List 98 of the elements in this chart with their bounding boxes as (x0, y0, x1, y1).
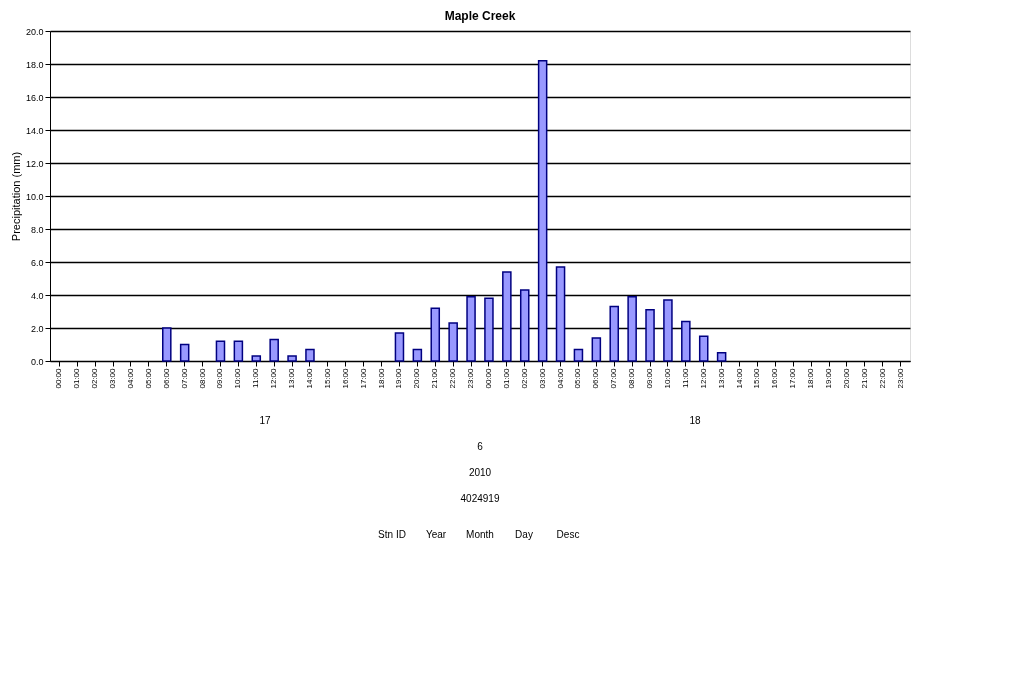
x-tick-label: 14:00 (304, 367, 314, 389)
y-tick-label: 6.0 (30, 257, 44, 268)
bar (448, 322, 458, 362)
x-tick-label: 01:00 (501, 367, 511, 389)
x-tick-label: 11:00 (680, 367, 690, 388)
x-tick-label: 21:00 (430, 367, 440, 389)
y-tick-label: 4.0 (30, 290, 44, 301)
bar (305, 348, 315, 362)
x-tick-label: 13:00 (716, 367, 726, 389)
bar (681, 320, 691, 362)
x-tick-label: 07:00 (609, 367, 619, 389)
bar (251, 355, 262, 362)
x-tick-label: 19:00 (394, 367, 404, 389)
bar (645, 309, 655, 362)
x-tick-label: 15:00 (752, 367, 762, 389)
x-tick-label: 02:00 (90, 367, 100, 389)
bar (573, 348, 584, 362)
y-tick-label: 14.0 (25, 125, 44, 136)
x-tick-label: 08:00 (197, 367, 207, 389)
x-tick-label: 05:00 (573, 367, 583, 389)
bar (555, 266, 566, 362)
x-tick-label: 13:00 (287, 367, 297, 389)
bar (484, 297, 494, 362)
y-tick-label: 12.0 (25, 158, 44, 169)
x-tick-label: 10:00 (662, 367, 672, 389)
x-tick-label: 04:00 (555, 367, 565, 389)
x-tick-label: 04:00 (125, 367, 135, 389)
x-tick-label: 12:00 (269, 367, 279, 389)
bar (663, 299, 673, 362)
bar (215, 340, 226, 362)
bar (609, 305, 620, 362)
bar (519, 289, 530, 362)
bar (162, 327, 172, 362)
x-tick-label: 23:00 (466, 367, 476, 389)
bar (233, 340, 244, 362)
x-tick-label: 15:00 (322, 367, 332, 389)
bar (627, 295, 637, 362)
bar (466, 295, 476, 362)
x-tick-label: 19:00 (824, 367, 834, 389)
x-tick-label: 07:00 (179, 367, 189, 389)
y-tick-label: 18.0 (25, 59, 44, 70)
x-tick-label: 16:00 (770, 367, 780, 389)
x-tick-label: 20:00 (412, 367, 422, 389)
bar (502, 271, 512, 362)
x-tick-label: 02:00 (519, 367, 529, 389)
x-tick-label: 16:00 (340, 367, 350, 389)
x-tick-label: 08:00 (627, 367, 637, 389)
y-axis-title: Precipitation (mm) (9, 151, 22, 242)
bar (179, 343, 190, 362)
x-tick-label: 05:00 (143, 367, 153, 389)
x-tick-label: 20:00 (841, 367, 851, 389)
x-tick-label: 23:00 (895, 367, 905, 389)
x-tick-label: 14:00 (734, 367, 744, 389)
y-tick-label: 2.0 (30, 323, 44, 334)
text: 17 (259, 415, 271, 426)
x-tick-label: 11:00 (251, 367, 261, 388)
x-tick-label: 01:00 (72, 367, 82, 389)
bar (269, 338, 279, 362)
text: 4024919 (460, 493, 500, 504)
x-tick-label: 18:00 (806, 367, 816, 389)
bar (412, 348, 423, 362)
bar (287, 355, 297, 362)
x-tick-label: 09:00 (645, 367, 655, 389)
x-tick-label: 22:00 (448, 367, 458, 389)
x-tick-label: 03:00 (537, 367, 547, 389)
text: 6 (477, 441, 484, 452)
x-tick-label: 00:00 (483, 367, 493, 389)
x-tick-label: 17:00 (358, 367, 368, 389)
x-tick-label: 09:00 (215, 367, 225, 389)
bar (591, 337, 602, 362)
y-tick-label: 20.0 (25, 26, 44, 37)
y-tick-label: 8.0 (30, 224, 44, 235)
bar (430, 307, 441, 362)
x-tick-label: 06:00 (591, 367, 601, 389)
x-tick-label: 22:00 (877, 367, 887, 389)
bar (716, 352, 727, 362)
x-tick-label: 00:00 (54, 367, 64, 389)
x-tick-label: 10:00 (233, 367, 243, 389)
chart-title: Maple Creek (444, 9, 516, 23)
text: Year (425, 529, 447, 540)
y-tick-label: 16.0 (25, 92, 44, 103)
bar (698, 335, 709, 362)
y-tick-label: 10.0 (25, 191, 44, 202)
x-tick-label: 21:00 (859, 367, 869, 389)
text: Desc (556, 529, 580, 540)
x-tick-label: 06:00 (161, 367, 171, 389)
text: Month (466, 529, 494, 540)
x-tick-label: 17:00 (788, 367, 798, 389)
bar (394, 332, 405, 362)
y-tick-label: 0.0 (30, 356, 44, 367)
x-tick-label: 12:00 (698, 367, 708, 389)
text: Day (515, 529, 533, 540)
bar (537, 59, 548, 362)
text: Stn ID (378, 529, 406, 540)
text: 18 (689, 415, 701, 426)
x-tick-label: 03:00 (108, 367, 118, 389)
x-tick-label: 18:00 (376, 367, 386, 389)
text: 2010 (468, 467, 492, 478)
